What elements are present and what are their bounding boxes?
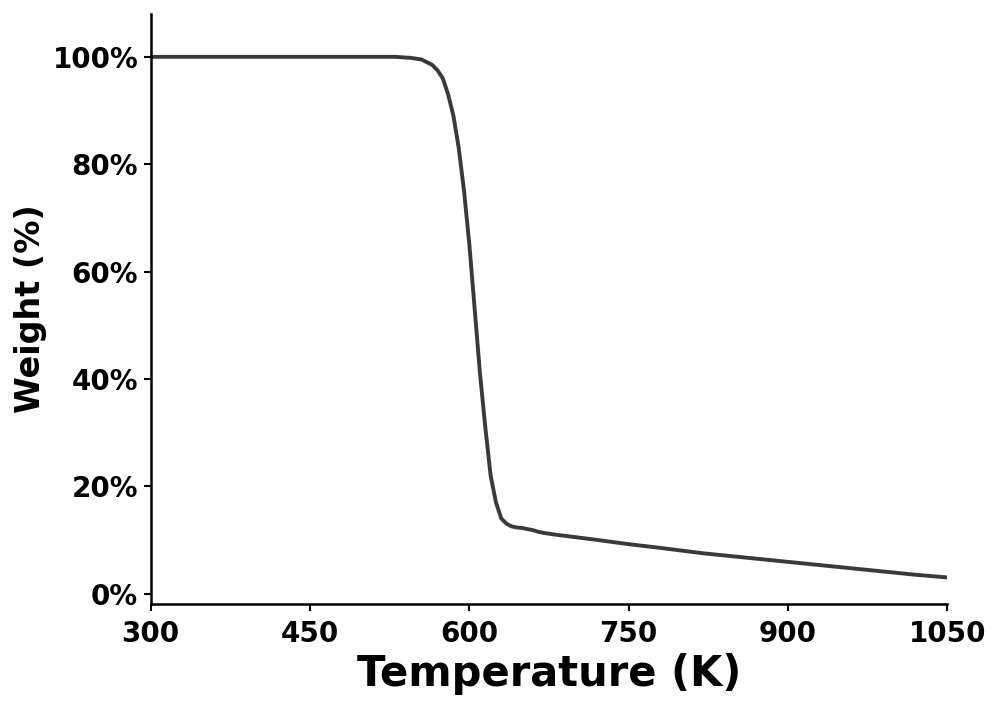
Y-axis label: Weight (%): Weight (%): [14, 205, 47, 413]
X-axis label: Temperature (K): Temperature (K): [357, 653, 741, 695]
